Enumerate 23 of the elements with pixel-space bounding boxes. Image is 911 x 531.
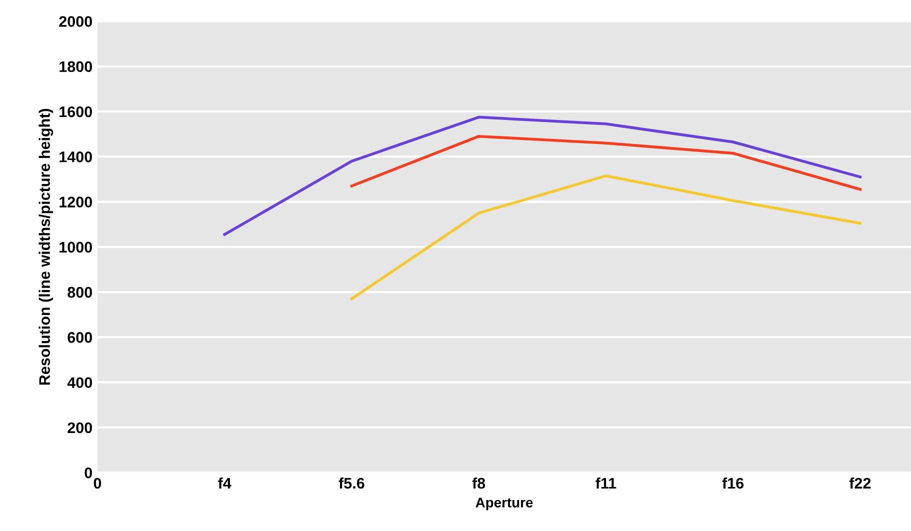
x-tick-label: f8 xyxy=(472,477,486,489)
y-tick-label: 2000 xyxy=(59,16,92,27)
y-tick-label: 400 xyxy=(67,377,92,388)
y-tick-label: 0 xyxy=(84,467,92,478)
y-tick-label: 1200 xyxy=(60,196,92,208)
x-tick-label: f5.6 xyxy=(338,477,364,489)
x-tick-label: f22 xyxy=(849,477,871,489)
y-tick-label: 1800 xyxy=(60,61,92,72)
y-axis-title: Resolution (line widths/picture height) xyxy=(38,108,54,385)
line-series xyxy=(350,174,862,300)
x-tick-label: f4 xyxy=(218,477,232,489)
y-tick-label: 600 xyxy=(68,332,92,343)
y-tick-label: 800 xyxy=(68,286,92,298)
x-axis-title: Aperture xyxy=(476,498,533,510)
line-series xyxy=(223,116,862,236)
line-series xyxy=(350,134,862,191)
y-tick-label: 200 xyxy=(68,422,92,434)
x-tick-label: f16 xyxy=(722,477,744,489)
y-tick-label: 1400 xyxy=(60,152,92,162)
x-tick-label: 0 xyxy=(94,478,102,489)
y-tick-label: 1000 xyxy=(60,242,92,253)
x-tick-label: f11 xyxy=(596,477,616,489)
y-tick-label: 1600 xyxy=(60,106,92,118)
